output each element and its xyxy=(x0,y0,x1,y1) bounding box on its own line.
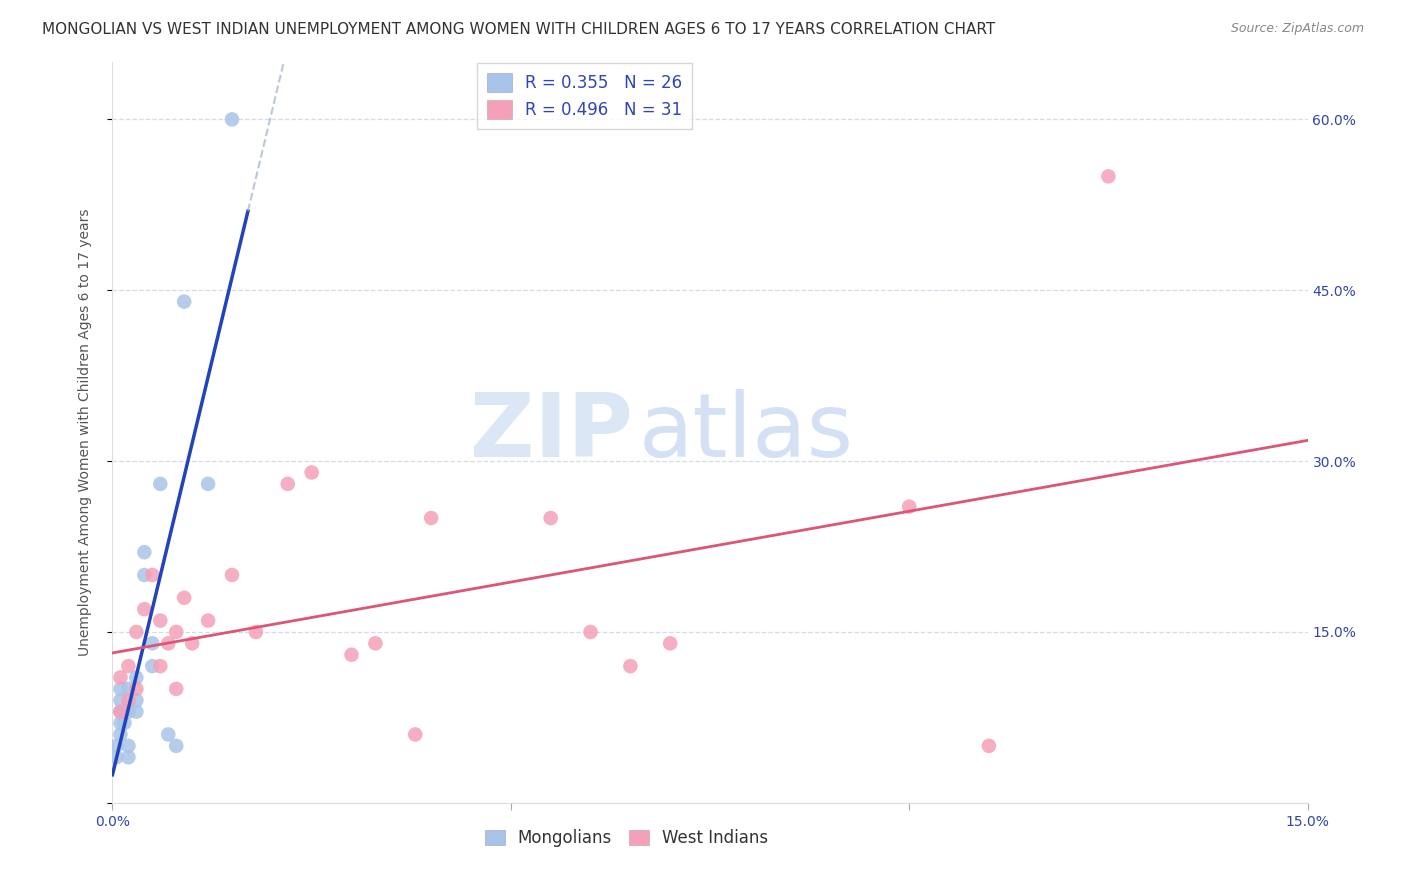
Point xyxy=(165,681,187,696)
Point xyxy=(221,112,243,127)
Point xyxy=(197,476,219,491)
Point xyxy=(141,636,163,650)
Text: Source: ZipAtlas.com: Source: ZipAtlas.com xyxy=(1230,22,1364,36)
Point xyxy=(420,511,443,525)
Point xyxy=(125,624,148,639)
Point xyxy=(117,750,139,764)
Point xyxy=(404,727,426,741)
Point xyxy=(105,750,128,764)
Point xyxy=(105,739,128,753)
Point xyxy=(364,636,387,650)
Text: MONGOLIAN VS WEST INDIAN UNEMPLOYMENT AMONG WOMEN WITH CHILDREN AGES 6 TO 17 YEA: MONGOLIAN VS WEST INDIAN UNEMPLOYMENT AM… xyxy=(42,22,995,37)
Point xyxy=(181,636,204,650)
Point xyxy=(134,545,156,559)
Point xyxy=(157,727,180,741)
Point xyxy=(117,739,139,753)
Point xyxy=(149,476,172,491)
Point xyxy=(197,614,219,628)
Point xyxy=(659,636,682,650)
Point xyxy=(110,727,132,741)
Point xyxy=(141,568,163,582)
Point xyxy=(114,716,135,731)
Text: atlas: atlas xyxy=(638,389,853,476)
Point xyxy=(117,705,139,719)
Point xyxy=(110,693,132,707)
Legend: R = 0.355   N = 26, R = 0.496   N = 31: R = 0.355 N = 26, R = 0.496 N = 31 xyxy=(477,63,692,129)
Point xyxy=(149,659,172,673)
Point xyxy=(619,659,641,673)
Point xyxy=(1097,169,1119,184)
Point xyxy=(141,659,163,673)
Point xyxy=(165,739,187,753)
Point xyxy=(125,705,148,719)
Point xyxy=(149,614,172,628)
Point xyxy=(898,500,921,514)
Point xyxy=(157,636,180,650)
Y-axis label: Unemployment Among Women with Children Ages 6 to 17 years: Unemployment Among Women with Children A… xyxy=(77,209,91,657)
Point xyxy=(125,671,148,685)
Point xyxy=(134,602,156,616)
Point xyxy=(110,671,132,685)
Point xyxy=(114,705,135,719)
Text: ZIP: ZIP xyxy=(470,389,633,476)
Point xyxy=(173,294,195,309)
Point xyxy=(117,659,139,673)
Point xyxy=(221,568,243,582)
Point xyxy=(117,681,139,696)
Point xyxy=(579,624,602,639)
Point xyxy=(173,591,195,605)
Point xyxy=(125,693,148,707)
Point xyxy=(110,705,132,719)
Point xyxy=(245,624,267,639)
Point xyxy=(110,705,132,719)
Point xyxy=(125,681,148,696)
Point xyxy=(110,681,132,696)
Point xyxy=(977,739,1000,753)
Point xyxy=(540,511,562,525)
Point xyxy=(134,568,156,582)
Point xyxy=(117,693,139,707)
Point xyxy=(277,476,299,491)
Point xyxy=(165,624,187,639)
Point xyxy=(340,648,363,662)
Point xyxy=(110,716,132,731)
Point xyxy=(301,466,323,480)
